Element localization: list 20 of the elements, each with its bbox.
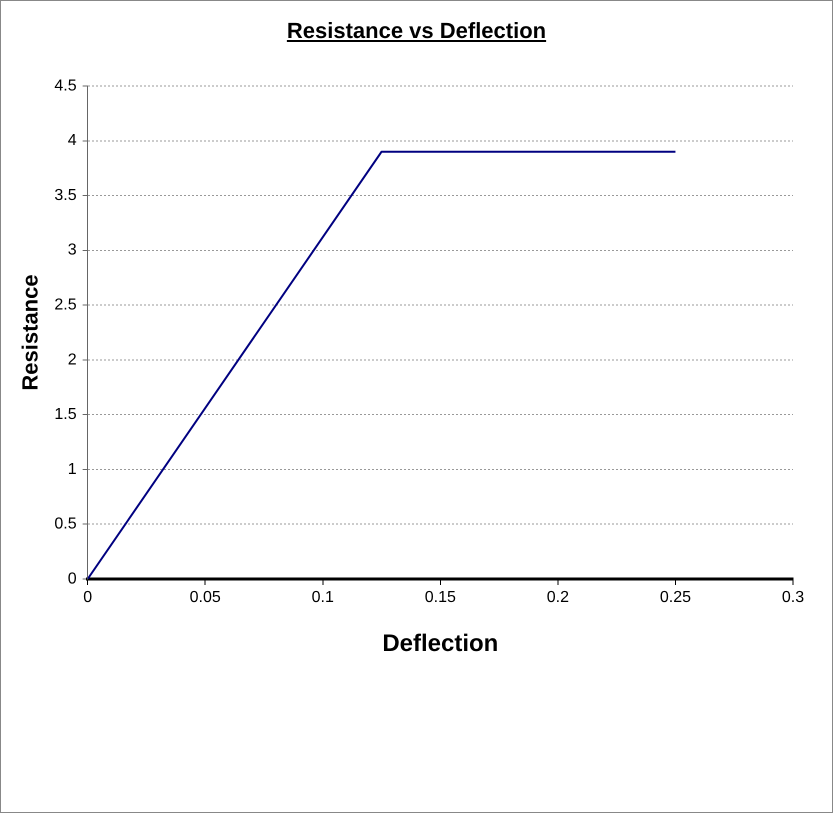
x-axis-title: Deflection — [382, 630, 498, 658]
y-tick-label: 0.5 — [54, 516, 77, 533]
x-tick-label: 0.3 — [782, 589, 804, 606]
x-tick-label: 0.25 — [660, 589, 692, 606]
y-tick-label: 2.5 — [54, 296, 77, 314]
y-tick-label: 3 — [68, 242, 77, 259]
x-tick-label: 0.05 — [190, 589, 221, 606]
y-tick-label: 1.5 — [54, 406, 77, 424]
x-tick-label: 0.15 — [424, 589, 456, 606]
x-tick-label: 0.2 — [546, 589, 570, 606]
y-axis-title: Resistance — [17, 274, 42, 391]
chart-title: Resistance vs Deflection — [286, 18, 548, 44]
x-tick-label: 0 — [83, 589, 92, 606]
y-tick-label: 1 — [68, 460, 77, 478]
y-tick-label: 4.5 — [54, 77, 77, 94]
y-tick-label: 0 — [68, 570, 77, 588]
y-tick-label: 2 — [68, 351, 77, 368]
y-tick-label: 4 — [68, 132, 77, 150]
x-tick-label: 0.1 — [312, 589, 334, 606]
y-tick-label: 3.5 — [54, 186, 77, 204]
